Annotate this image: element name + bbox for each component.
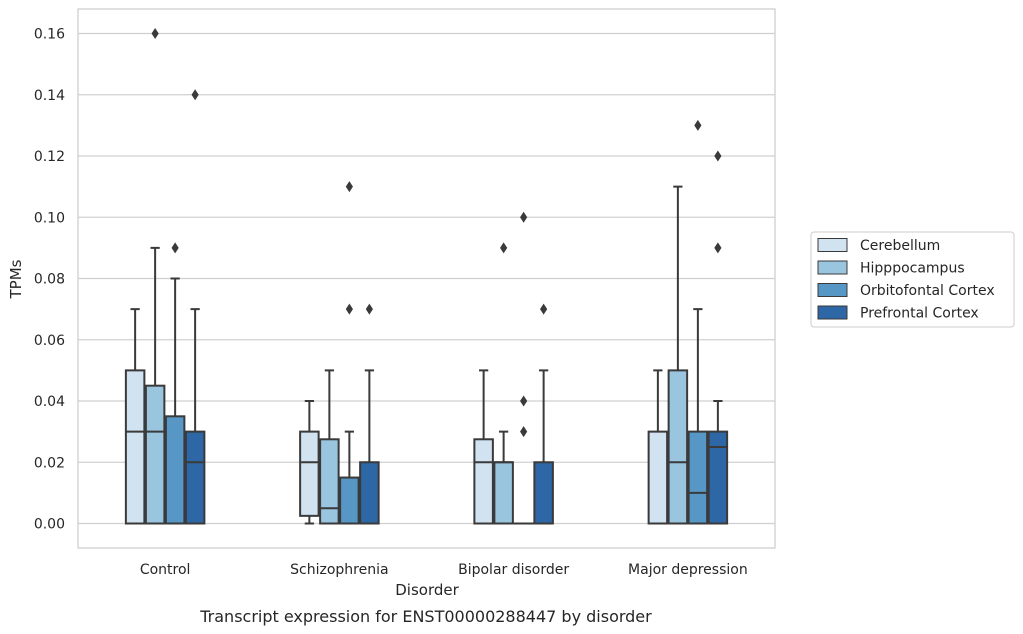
x-tick-label: Schizophrenia [290,562,388,578]
box-group [493,242,514,525]
legend-label: Cerebellum [860,238,940,254]
outlier-point [345,303,353,315]
y-tick-label: 0.14 [34,88,65,104]
box-iqr [707,430,729,525]
outlier-point [714,242,722,254]
y-tick-label: 0.00 [34,517,65,533]
box-iqr [124,369,146,525]
x-tick-label: Bipolar disorder [458,562,569,578]
outlier-point [191,89,199,101]
box-group [513,211,534,525]
x-axis-title: Disorder [395,581,459,599]
outlier-point [520,426,528,438]
box-iqr [144,384,166,525]
legend-frame [810,231,1015,328]
box-iqr [473,438,494,525]
legend-swatch [817,260,848,275]
y-tick-label: 0.02 [34,455,65,471]
box-group [299,400,320,525]
box-group [359,303,380,525]
legend: Cerebellum Hipppocampus Orbitofontal Corte… [810,231,1015,328]
y-tick-label: 0.12 [34,149,65,165]
box-iqr [184,430,206,525]
plot-frame [77,8,776,549]
outlier-point [520,395,528,407]
box-iqr [687,430,709,525]
box-iqr [647,430,669,525]
x-tick-label: Major depression [628,562,748,578]
outlier-point [171,242,179,254]
box-iqr [164,415,186,525]
legend-swatch [817,283,848,297]
box-group [687,119,709,525]
legend-swatch [817,305,848,320]
y-tick-labels: 0.00 0.02 0.04 0.06 0.08 0.10 0.12 0.14 0.16 [34,27,65,533]
box-iqr [319,438,340,525]
box-group [647,369,669,525]
outlier-point [151,28,159,39]
legend-label: Hipppocampus [860,261,965,277]
x-tick-label: Control [140,562,191,578]
box-iqr [359,461,380,525]
box-group [184,89,206,525]
outlier-point [520,211,528,223]
box-group [707,150,729,525]
legend-label: Prefrontal Cortex [860,306,979,322]
box-group [124,308,146,525]
x-tick-labels: Control Schizophrenia Bipolar disorder Majo… [140,562,748,578]
y-tick-label: 0.10 [34,210,65,226]
box-iqr [299,430,320,517]
box-iqr [667,369,689,525]
chart-caption: Transcript expression for ENST0000028844… [199,607,652,626]
box-group [164,242,186,525]
box-group [339,181,360,525]
outlier-point [345,181,353,193]
box-group [533,303,554,525]
y-axis-title: TPMs [7,259,25,299]
boxes [124,28,729,525]
outlier-point [500,242,508,254]
box-group [667,185,689,525]
y-tick-label: 0.16 [34,27,65,43]
box-group [319,369,340,525]
outlier-point [365,303,373,315]
y-tick-label: 0.06 [34,333,65,349]
outlier-point [694,119,702,131]
outlier-point [540,303,548,315]
box-iqr [533,461,554,525]
box-group [144,28,166,525]
legend-label: Orbitofontal Cortex [860,283,995,299]
y-tick-label: 0.04 [34,394,65,410]
y-tick-label: 0.08 [34,272,65,288]
box-iqr [493,461,514,525]
box-iqr [339,476,360,525]
legend-swatch [817,238,848,252]
box-group [473,369,494,525]
outlier-point [714,150,722,162]
